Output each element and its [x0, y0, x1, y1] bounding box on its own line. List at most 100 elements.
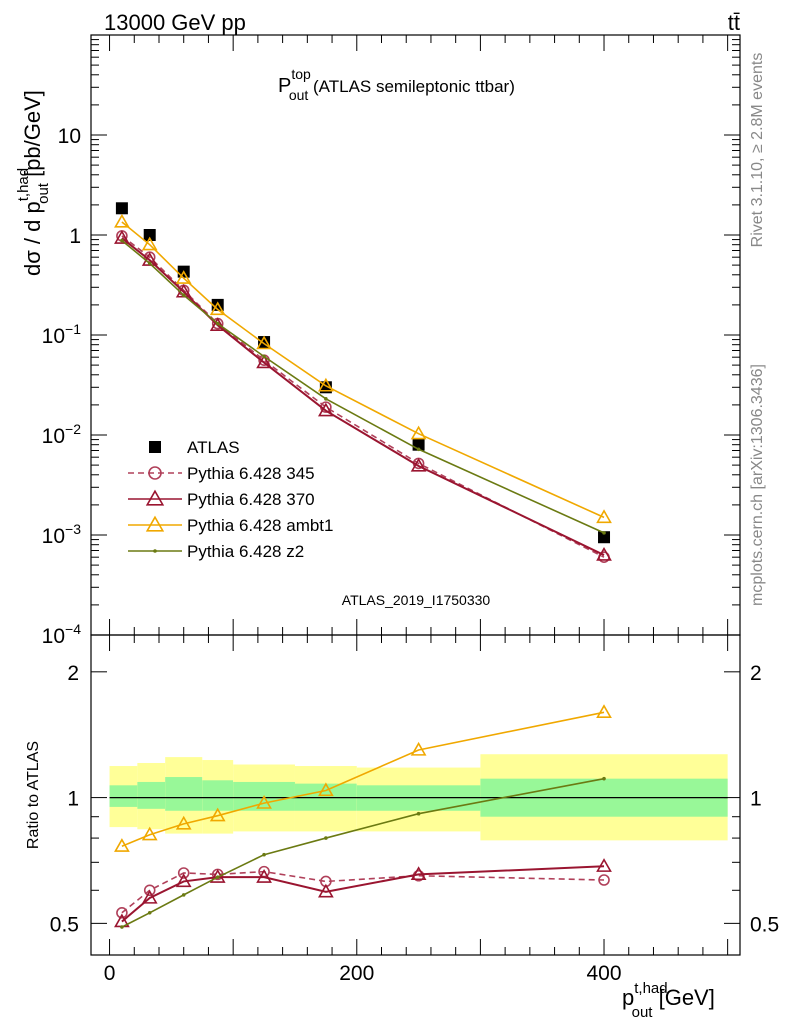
ratio-y-tick-label: 1 — [67, 788, 79, 811]
y-tick-exponent: −4 — [65, 621, 81, 637]
y-tick-label: 10−2 — [42, 421, 82, 448]
ratio-line-pythia-6-428-345 — [121, 870, 605, 914]
main-point-pythia-6-428-370 — [256, 354, 272, 369]
ratio-point-pythia-6-428-ambt1 — [209, 807, 226, 822]
ratio-point-pythia-6-428-370 — [410, 866, 427, 881]
ratio-plot-frame — [90, 634, 741, 956]
rivet-version-label: Rivet 3.1.10, ≥ 2.8M events — [749, 53, 766, 248]
xlabel-rest: [GeV] — [652, 985, 714, 1010]
xlabel-sup: t,had — [634, 980, 667, 997]
legend-marker-pythia-6-428-z2 — [153, 549, 157, 553]
ratio-line-pythia-6-428-z2 — [121, 777, 605, 928]
main-point-pythia-6-428-z2 — [602, 531, 606, 535]
xlabel-main: p — [622, 985, 634, 1010]
main-y-axis-label: dσ / d pt,had out [pb/GeV] — [15, 90, 52, 276]
y-tick-label: 10−4 — [42, 621, 82, 648]
main-point-atlas — [598, 531, 611, 544]
x-tick-label: 0 — [104, 962, 116, 985]
source-label: mcplots.cern.ch [arXiv:1306.3436] — [749, 364, 766, 606]
ratio-band-inner — [109, 785, 138, 807]
main-point-pythia-6-428-ambt1 — [256, 335, 272, 350]
ratio-point-pythia-6-428-z2 — [602, 776, 606, 781]
ratio-point-pythia-6-428-370 — [141, 889, 158, 904]
y-tick-exponent: −2 — [65, 421, 81, 437]
ratio-line-pythia-6-428-ambt1 — [121, 711, 605, 847]
legend-marker-pythia-6-428-ambt1 — [145, 515, 165, 532]
ratio-y-tick-label: 2 — [67, 662, 79, 685]
ratio-point-pythia-6-428-370 — [175, 873, 192, 888]
ratio-point-pythia-6-428-ambt1 — [317, 782, 334, 797]
y-tick-label: 10−3 — [42, 521, 82, 548]
y-tick-label: 10−1 — [42, 321, 82, 348]
legend-marker-pythia-6-428-370 — [145, 489, 165, 506]
ratio-y-tick-label: 1 — [750, 788, 762, 811]
ratio-point-pythia-6-428-ambt1 — [596, 704, 612, 718]
y-tick-mantissa: 10 — [42, 425, 65, 448]
title-rest: (ATLAS semileptonic ttbar) — [308, 77, 515, 96]
main-point-pythia-6-428-z2 — [416, 447, 421, 452]
ratio-point-pythia-6-428-345 — [598, 874, 610, 886]
ratio-band-inner — [137, 781, 166, 809]
y-tick-mantissa: 10 — [42, 625, 65, 648]
ratio-point-pythia-6-428-ambt1 — [256, 795, 272, 809]
ratio-point-pythia-6-428-z2 — [262, 852, 266, 857]
header-energy: 13000 GeV pp — [104, 10, 246, 35]
ratio-point-pythia-6-428-345 — [143, 884, 156, 897]
main-point-pythia-6-428-ambt1 — [410, 425, 427, 440]
main-point-pythia-6-428-ambt1 — [317, 377, 334, 392]
main-point-pythia-6-428-370 — [317, 402, 334, 417]
main-point-pythia-6-428-370 — [410, 457, 427, 472]
ylabel-sub: out — [35, 182, 52, 204]
ratio-y-tick-label: 0.5 — [50, 913, 79, 936]
y-tick-mantissa: 1 — [69, 225, 81, 248]
title-sup: top — [291, 66, 311, 82]
ratio-point-pythia-6-428-z2 — [147, 910, 152, 915]
main-point-pythia-6-428-ambt1 — [141, 236, 158, 251]
y-tick-label: 1 — [69, 225, 81, 248]
ylabel-sup: t,had — [15, 168, 32, 201]
main-point-pythia-6-428-z2 — [262, 354, 266, 359]
ratio-y-axis-label: Ratio to ATLAS — [25, 741, 42, 849]
main-point-atlas — [143, 229, 156, 241]
y-tick-mantissa: 10 — [42, 325, 65, 348]
legend-marker-atlas — [149, 441, 161, 453]
ratio-y-tick-label: 2 — [750, 662, 762, 685]
main-plot-title: Ptop out (ATLAS semileptonic ttbar) — [278, 66, 515, 103]
legend-marker-pythia-6-428-345 — [148, 466, 162, 480]
title-main: P — [278, 75, 291, 97]
legend-label-atlas: ATLAS — [187, 438, 240, 457]
legend-label-pythia-6-428-370: Pythia 6.428 370 — [187, 490, 315, 509]
title-sub: out — [289, 87, 309, 103]
analysis-watermark: ATLAS_2019_I1750330 — [342, 592, 491, 608]
ratio-point-pythia-6-428-z2 — [324, 836, 328, 840]
ratio-point-pythia-6-428-370 — [596, 858, 612, 872]
ratio-point-pythia-6-428-ambt1 — [141, 826, 158, 841]
main-point-pythia-6-428-ambt1 — [209, 301, 226, 316]
legend-label-pythia-6-428-ambt1: Pythia 6.428 ambt1 — [187, 516, 333, 535]
main-point-pythia-6-428-z2 — [324, 397, 328, 401]
main-point-pythia-6-428-370 — [114, 230, 130, 244]
ratio-y-tick-label: 0.5 — [750, 913, 779, 936]
x-axis-label: pt,had out [GeV] — [622, 980, 715, 1021]
ratio-point-pythia-6-428-370 — [256, 869, 272, 883]
ratio-point-pythia-6-428-z2 — [215, 875, 220, 879]
main-point-pythia-6-428-370 — [209, 317, 226, 331]
ratio-point-pythia-6-428-z2 — [181, 893, 186, 897]
ylabel-rest: [pb/GeV] — [20, 90, 45, 183]
main-point-pythia-6-428-z2 — [181, 293, 186, 298]
ratio-point-pythia-6-428-345 — [177, 867, 190, 879]
header-process: tt̄ — [728, 10, 740, 35]
ratio-point-pythia-6-428-ambt1 — [410, 741, 427, 756]
main-point-pythia-6-428-ambt1 — [596, 509, 612, 524]
ratio-point-pythia-6-428-ambt1 — [175, 815, 192, 830]
ratio-point-pythia-6-428-z2 — [416, 811, 421, 816]
main-point-pythia-6-428-ambt1 — [114, 213, 130, 228]
ratio-point-pythia-6-428-z2 — [120, 925, 124, 929]
y-tick-label: 10 — [58, 125, 81, 148]
main-point-pythia-6-428-z2 — [215, 321, 220, 326]
y-tick-exponent: −1 — [65, 321, 81, 337]
ratio-line-pythia-6-428-370 — [121, 865, 605, 923]
y-tick-mantissa: 10 — [58, 125, 81, 148]
legend-label-pythia-6-428-345: Pythia 6.428 345 — [187, 464, 315, 483]
main-line-pythia-6-428-z2 — [121, 239, 605, 534]
